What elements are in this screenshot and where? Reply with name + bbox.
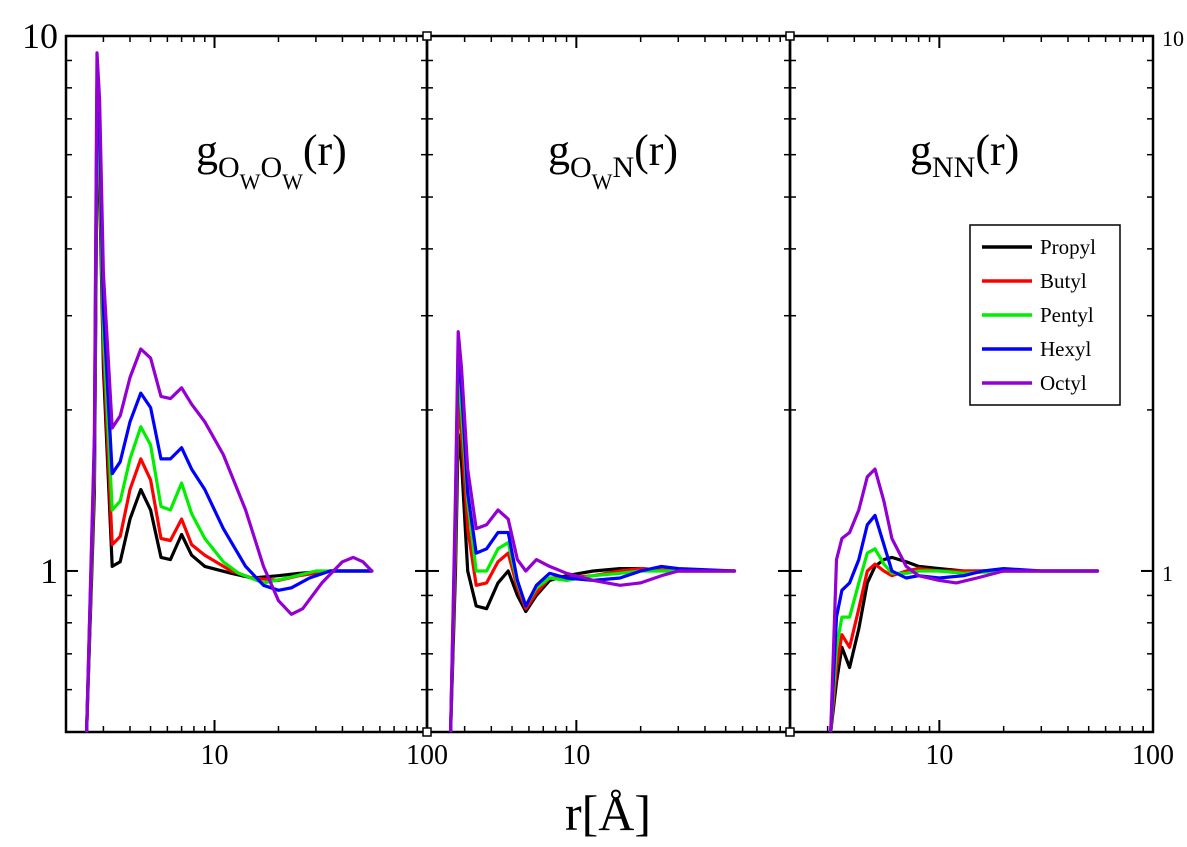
panel-3-title: gNN(r) bbox=[910, 126, 1019, 184]
panel-joint-marker bbox=[785, 727, 795, 737]
series-line-hexyl bbox=[84, 86, 374, 732]
legend-label-hexyl: Hexyl bbox=[1040, 337, 1091, 361]
panel-1-ticks bbox=[65, 35, 428, 733]
series-line-pentyl bbox=[449, 366, 737, 732]
legend-label-propyl: Propyl bbox=[1040, 235, 1096, 259]
series-line-octyl bbox=[449, 330, 737, 732]
series-line-butyl bbox=[84, 134, 374, 732]
title-subscript: W bbox=[282, 169, 303, 194]
title-subscript: O bbox=[218, 151, 240, 184]
x-tick-label: 10 bbox=[562, 740, 590, 771]
y-tick-label-right: 1 bbox=[1162, 561, 1173, 586]
y-tick-label-left: 1 bbox=[40, 551, 58, 591]
series-line-butyl bbox=[449, 397, 737, 732]
x-tick-label: 10 bbox=[201, 740, 229, 771]
title-subscript: NN bbox=[932, 151, 975, 184]
panel-2-ticks bbox=[426, 35, 791, 733]
title-subscript: W bbox=[240, 169, 261, 194]
panel-2-frame bbox=[425, 34, 792, 734]
panel-1-series bbox=[84, 51, 374, 732]
series-line-octyl bbox=[84, 51, 374, 732]
legend-label-octyl: Octyl bbox=[1040, 371, 1087, 395]
title-subscript: O bbox=[260, 151, 282, 184]
y-tick-label-left: 10 bbox=[22, 16, 58, 56]
x-tick-label: 100 bbox=[1132, 740, 1174, 771]
series-line-hexyl bbox=[829, 513, 1100, 732]
panel-joint-marker bbox=[422, 727, 432, 737]
legend: Propyl Butyl Pentyl Hexyl Octyl bbox=[969, 224, 1121, 406]
title-subscript: W bbox=[592, 169, 613, 194]
series-line-butyl bbox=[829, 562, 1100, 732]
x-tick-label: 10 bbox=[925, 740, 953, 771]
series-line-octyl bbox=[829, 467, 1100, 732]
title-suffix: (r) bbox=[975, 126, 1019, 175]
legend-label-pentyl: Pentyl bbox=[1040, 303, 1094, 327]
title-main: g bbox=[548, 126, 570, 175]
legend-label-butyl: Butyl bbox=[1040, 269, 1087, 293]
panel-2-series bbox=[449, 330, 737, 732]
panel-joint-marker bbox=[422, 31, 432, 41]
title-subscript: N bbox=[612, 151, 634, 184]
y-tick-label-right: 10 bbox=[1162, 26, 1184, 51]
title-suffix: (r) bbox=[303, 126, 347, 175]
x-axis-label: r[Å] bbox=[565, 785, 651, 841]
title-main: g bbox=[196, 126, 218, 175]
x-tick-label: 100 bbox=[406, 740, 448, 771]
series-line-propyl bbox=[449, 432, 737, 732]
title-main: g bbox=[910, 126, 932, 175]
series-line-propyl bbox=[84, 153, 374, 732]
panel-3-frame bbox=[788, 34, 1155, 734]
panel-3-series bbox=[829, 467, 1100, 732]
panel-2-title: gOWN(r) bbox=[548, 126, 678, 194]
panel-1-title: gOWOW(r) bbox=[196, 126, 347, 194]
panel-joint-marker bbox=[785, 31, 795, 41]
title-subscript: O bbox=[570, 151, 592, 184]
series-line-propyl bbox=[829, 555, 1100, 732]
title-suffix: (r) bbox=[634, 126, 678, 175]
panel-1-frame bbox=[64, 34, 429, 734]
series-line-hexyl bbox=[449, 347, 737, 732]
